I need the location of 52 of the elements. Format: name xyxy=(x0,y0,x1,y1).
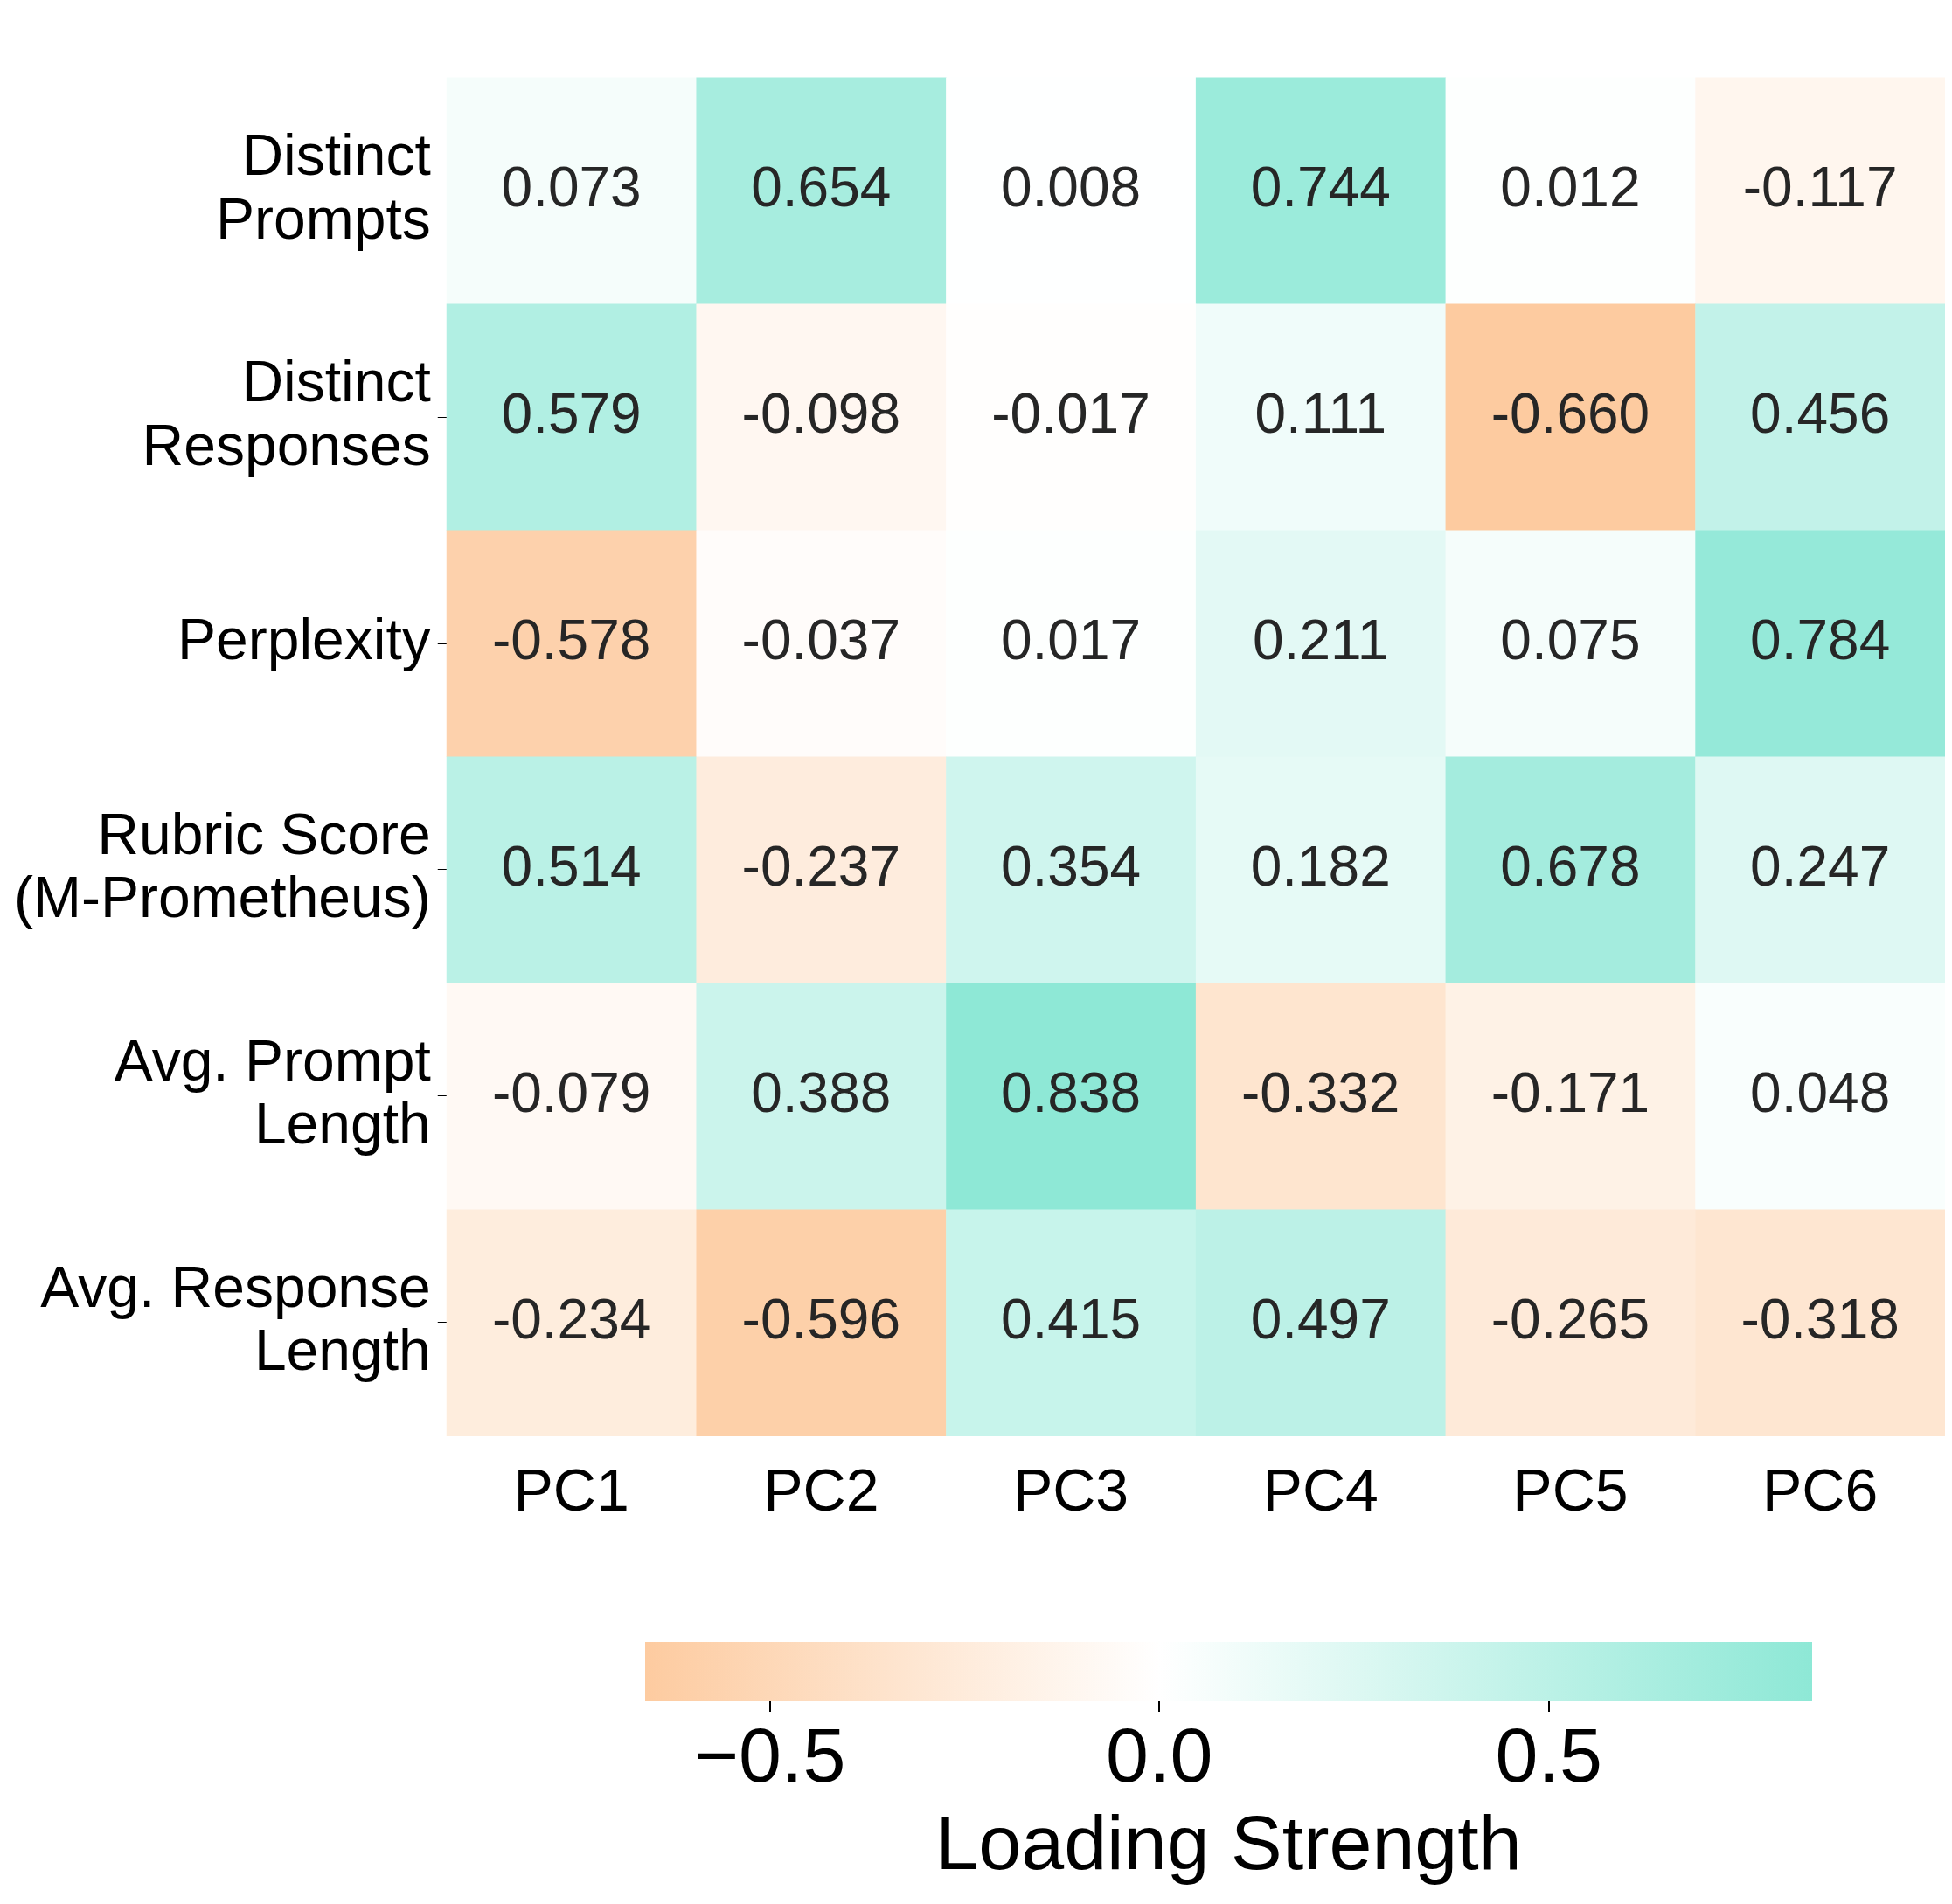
data-label: 0.017 xyxy=(1000,608,1142,671)
data-label: 0.654 xyxy=(751,155,892,219)
data-label: 0.579 xyxy=(501,381,642,445)
data-label: 0.838 xyxy=(1000,1060,1142,1124)
data-label: 0.008 xyxy=(1000,155,1142,219)
data-label: 0.354 xyxy=(1000,834,1142,898)
data-label: -0.079 xyxy=(491,1060,651,1124)
color-bar-label: −0.5 xyxy=(692,1712,847,1799)
data-label: -0.098 xyxy=(741,381,901,445)
data-label: 0.075 xyxy=(1500,608,1641,671)
data-label: -0.171 xyxy=(1490,1060,1650,1124)
data-label: -0.037 xyxy=(741,608,901,671)
data-label: 0.048 xyxy=(1750,1060,1891,1124)
data-label: -0.117 xyxy=(1742,155,1898,219)
data-label: 0.678 xyxy=(1500,834,1641,898)
data-label: 0.784 xyxy=(1750,608,1891,671)
y-tick-label: Perplexity xyxy=(177,607,431,672)
data-label: -0.596 xyxy=(741,1287,901,1351)
data-label: 0.514 xyxy=(501,834,642,898)
data-label: -0.332 xyxy=(1241,1060,1400,1124)
data-label: -0.660 xyxy=(1490,381,1650,445)
y-tick-label: Avg. Prompt Length xyxy=(114,1027,431,1157)
color-bar-title: Loading Strength xyxy=(934,1799,1523,1887)
data-label: 0.012 xyxy=(1500,155,1641,219)
color-bar-label: 0.0 xyxy=(1105,1712,1214,1799)
data-label: -0.234 xyxy=(491,1287,651,1351)
data-label: -0.017 xyxy=(991,381,1150,445)
x-tick-label: PC3 xyxy=(1012,1456,1129,1523)
data-label: 0.497 xyxy=(1250,1287,1391,1351)
x-tick-label: PC4 xyxy=(1262,1456,1379,1523)
data-label: -0.265 xyxy=(1490,1287,1650,1351)
color-bar-label: 0.5 xyxy=(1494,1712,1603,1799)
data-label: 0.388 xyxy=(751,1060,892,1124)
data-label: 0.744 xyxy=(1250,155,1391,219)
y-tick-label: Distinct Responses xyxy=(142,348,431,477)
data-label: 0.073 xyxy=(501,155,642,219)
data-label: 0.247 xyxy=(1750,834,1891,898)
data-label: 0.211 xyxy=(1253,608,1389,671)
y-tick-label: Avg. Response Length xyxy=(40,1254,431,1383)
data-label: -0.578 xyxy=(491,608,651,671)
data-label: 0.415 xyxy=(1000,1287,1142,1351)
data-label: -0.237 xyxy=(741,834,901,898)
data-label: 0.456 xyxy=(1750,381,1891,445)
x-tick-label: PC6 xyxy=(1762,1456,1879,1523)
y-tick-label: Rubric Score (M-Prometheus) xyxy=(13,801,431,930)
x-tick-label: PC2 xyxy=(763,1456,879,1523)
y-tick-label: Distinct Prompts xyxy=(216,122,431,251)
data-label: -0.318 xyxy=(1740,1287,1900,1351)
x-tick-label: PC5 xyxy=(1512,1456,1629,1523)
data-label: 0.111 xyxy=(1254,381,1387,445)
x-tick-label: PC1 xyxy=(513,1456,629,1523)
data-label: 0.182 xyxy=(1250,834,1391,898)
